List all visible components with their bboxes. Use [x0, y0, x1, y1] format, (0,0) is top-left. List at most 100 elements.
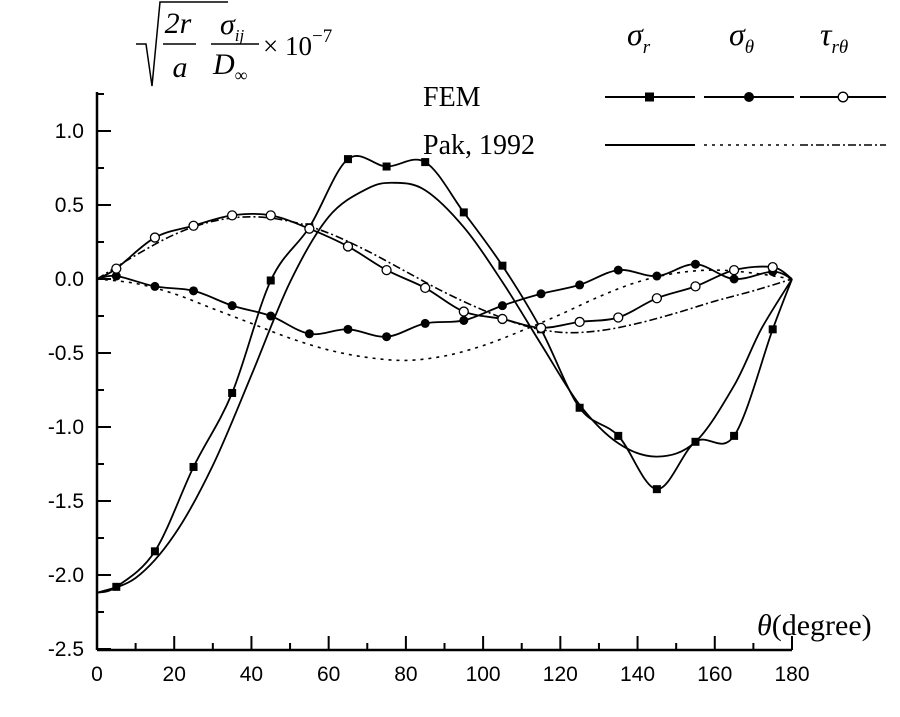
- marker-st_fem: [150, 281, 160, 291]
- marker-trt_fem: [535, 322, 547, 333]
- marker-trt_fem: [226, 210, 238, 221]
- marker-trt_fem: [728, 264, 740, 276]
- y-tick-label: -1.5: [48, 490, 84, 513]
- marker-trt_fem: [342, 241, 354, 252]
- x-axis-label: θ(degree): [757, 609, 872, 642]
- marker-st_fem: [729, 274, 739, 284]
- legend-col-tau-rtheta: τrθ: [820, 16, 848, 58]
- marker-st_fem: [227, 301, 237, 311]
- y-label-frac-denominator: D: [212, 48, 235, 81]
- marker-trt_fem: [651, 293, 663, 304]
- marker-st_fem: [266, 311, 276, 321]
- x-tick-label: 40: [240, 663, 263, 686]
- x-tick-label: 160: [697, 663, 732, 686]
- marker-sr_fem: [150, 547, 159, 556]
- x-tick-label: 120: [543, 663, 578, 686]
- marker-trt_fem: [188, 220, 199, 231]
- marker-trt_fem: [458, 306, 469, 317]
- marker-sr_fem: [421, 158, 430, 167]
- legend-fem-tau-marker: [837, 91, 849, 103]
- marker-trt_fem: [420, 282, 431, 294]
- marker-st_fem: [536, 289, 546, 299]
- marker-trt_fem: [304, 223, 315, 234]
- y-axis: 1.0 0.5 0.0 -0.5 -1.0 -1.5 -2.0 -2.5: [48, 92, 111, 661]
- marker-trt_fem: [381, 264, 392, 276]
- y-tick-label: -2.0: [48, 564, 84, 587]
- marker-sr_fem: [730, 431, 739, 440]
- marker-sr_fem: [498, 261, 507, 270]
- y-tick-label: 0.5: [55, 194, 84, 217]
- marker-trt_fem: [497, 313, 508, 325]
- legend-pak-label: Pak, 1992: [423, 130, 535, 161]
- marker-sr_fem: [652, 485, 661, 494]
- marker-sr_fem: [266, 276, 275, 285]
- marker-sr_fem: [691, 437, 700, 446]
- marker-st_fem: [189, 286, 199, 296]
- y-label-frac-numerator-sub: ij: [235, 26, 245, 45]
- marker-trt_fem: [613, 312, 624, 323]
- series-line-sr_fem: [96, 155, 793, 594]
- marker-trt_fem: [767, 262, 778, 273]
- marker-trt_fem: [265, 210, 276, 221]
- series-line-sr_pak: [96, 181, 793, 594]
- series-line-st_pak: [96, 269, 793, 362]
- y-tick-label: 0.0: [55, 268, 84, 291]
- x-tick-label: 80: [394, 663, 417, 686]
- marker-sr_fem: [768, 325, 777, 334]
- plot-lines: [96, 155, 793, 594]
- x-tick-label: 100: [466, 663, 501, 686]
- marker-st_fem: [304, 329, 314, 339]
- legend-fem-label: FEM: [423, 82, 481, 113]
- y-label-frac-denominator-sub: ∞: [235, 65, 248, 85]
- y-tick-label: -0.5: [48, 342, 84, 365]
- marker-st_fem: [652, 271, 662, 281]
- svg-text:× 10−7: × 10−7: [263, 26, 332, 61]
- y-axis-label: 2r a σij D∞ × 10−7: [136, 1, 332, 87]
- marker-trt_fem: [574, 316, 585, 328]
- y-tick-label: -1.0: [48, 416, 84, 439]
- y-tick-label: -2.5: [48, 638, 84, 661]
- marker-st_fem: [613, 265, 623, 275]
- svg-text:σij: σij: [220, 8, 245, 45]
- marker-st_fem: [343, 324, 353, 334]
- y-label-frac-numerator: σ: [220, 8, 236, 41]
- x-label-unit: (degree): [772, 609, 872, 642]
- legend-fem-sigma-theta-marker: [744, 92, 754, 102]
- marker-st_fem: [497, 301, 507, 311]
- series-line-trt_pak: [96, 215, 793, 334]
- legend-col-sigma-r: σr: [627, 16, 651, 58]
- x-label-symbol: θ: [757, 609, 772, 642]
- marker-st_fem: [575, 280, 585, 290]
- y-label-sqrt-denominator: a: [173, 51, 188, 84]
- y-label-exponent: −7: [312, 26, 332, 47]
- svg-text:D∞: D∞: [212, 48, 248, 85]
- marker-st_fem: [382, 332, 392, 342]
- marker-st_fem: [111, 271, 121, 281]
- legend-fem-sigma-r-marker: [645, 92, 654, 102]
- legend: σr σθ τrθ FEM Pak, 1992: [423, 16, 886, 161]
- marker-st_fem: [420, 318, 430, 328]
- marker-sr_fem: [228, 388, 237, 397]
- y-label-sqrt-numerator: 2r: [165, 7, 192, 40]
- marker-sr_fem: [189, 462, 198, 471]
- marker-trt_fem: [690, 281, 701, 292]
- marker-trt_fem: [149, 232, 161, 243]
- plot-markers: [111, 155, 778, 591]
- x-tick-label: 0: [91, 663, 103, 686]
- x-tick-label: 20: [163, 663, 186, 686]
- marker-sr_fem: [614, 431, 623, 440]
- marker-sr_fem: [112, 582, 121, 591]
- marker-sr_fem: [459, 208, 468, 217]
- marker-st_fem: [459, 315, 469, 325]
- marker-sr_fem: [575, 403, 584, 412]
- legend-col-sigma-theta: σθ: [729, 16, 754, 58]
- marker-sr_fem: [382, 162, 391, 171]
- x-tick-label: 140: [620, 663, 655, 686]
- x-tick-label: 180: [774, 663, 809, 686]
- marker-trt_fem: [111, 263, 122, 274]
- x-tick-label: 60: [317, 663, 340, 686]
- x-axis: 0 20 40 60 80 100 120 140 160 180: [91, 636, 810, 686]
- y-tick-label: 1.0: [55, 120, 84, 143]
- y-label-scale: × 10: [263, 31, 312, 61]
